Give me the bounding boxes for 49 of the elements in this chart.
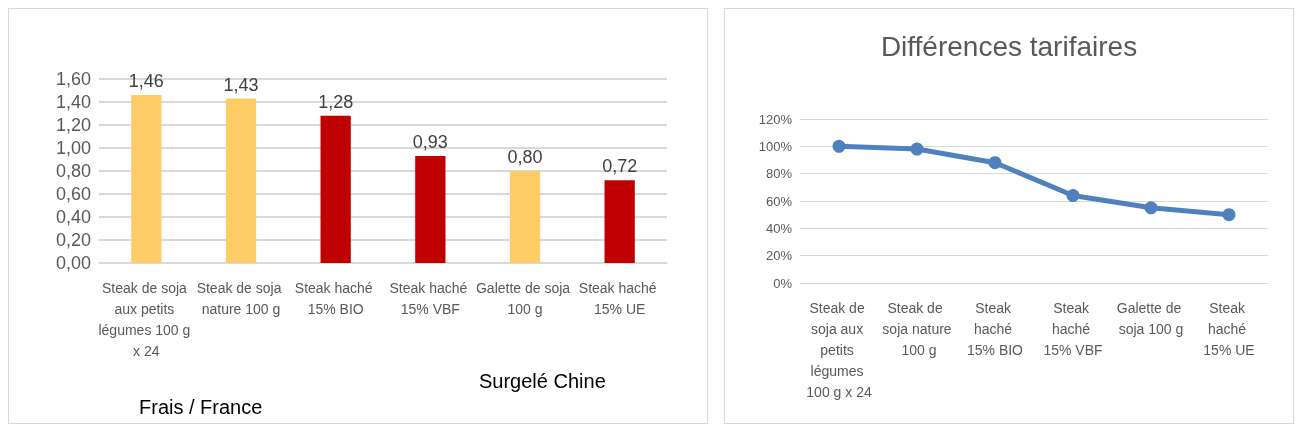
data-label: 0,80 xyxy=(507,147,543,167)
data-label: 1,28 xyxy=(318,91,354,112)
y-tick-label: 0,40 xyxy=(55,207,91,227)
y-tick-label: 100% xyxy=(758,138,793,154)
data-label: 1,43 xyxy=(223,74,259,95)
y-tick-label: 40% xyxy=(765,220,793,236)
point xyxy=(1066,189,1080,203)
point xyxy=(910,142,924,156)
y-tick-label: 120% xyxy=(758,111,793,127)
bar xyxy=(604,180,635,263)
point xyxy=(988,156,1002,170)
chart-title: Différences tarifaires xyxy=(880,30,1138,62)
y-tick-label: 80% xyxy=(765,166,793,182)
bar xyxy=(320,115,351,263)
y-tick-label: 1,40 xyxy=(55,92,91,112)
point xyxy=(1222,208,1236,222)
y-tick-label: 1,20 xyxy=(55,115,91,135)
x-tick-label: Steak de soja aux petits légumes 100 g x 24 xyxy=(98,279,195,359)
point xyxy=(1144,201,1158,215)
y-tick-label: 20% xyxy=(765,248,793,264)
x-tick-label: Steak haché 15% BIO xyxy=(294,279,377,317)
data-label: 0,72 xyxy=(602,156,638,177)
x-tick-label: Steak haché 15% UE xyxy=(578,279,661,317)
x-tick-label: Steak de soja nature 100 g xyxy=(882,299,952,358)
bar xyxy=(131,95,162,263)
x-tick-label: Steak haché 15% BIO xyxy=(966,299,1024,358)
y-tick-label: 60% xyxy=(765,193,793,209)
y-tick-label: 0% xyxy=(773,275,793,291)
x-tick-label: Galette de soja 100 g xyxy=(475,279,575,317)
x-tick-label: Galette de soja 100 g xyxy=(1116,299,1186,337)
y-tick-label: 1,60 xyxy=(55,69,91,89)
x-tick-label: Steak haché 15% UE xyxy=(1203,299,1255,358)
y-tick-label: 0,00 xyxy=(55,253,91,273)
y-tick-label: 0,20 xyxy=(55,230,91,250)
x-tick-label: Steak haché 15% VBF xyxy=(1043,299,1103,358)
bar xyxy=(509,171,541,263)
point xyxy=(832,139,846,153)
text: Frais / France xyxy=(139,396,263,418)
x-tick-label: Steak haché 15% VBF xyxy=(389,279,472,317)
y-tick-label: 0,80 xyxy=(55,161,91,181)
bar xyxy=(225,98,257,263)
bar xyxy=(415,156,446,263)
y-tick-label: 1,00 xyxy=(55,138,91,158)
x-tick-label: Steak de soja aux petits légumes 100 g x 24 xyxy=(806,299,872,400)
data-label: 0,93 xyxy=(412,132,448,153)
x-tick-label: Steak de soja nature 100 g xyxy=(196,279,286,317)
y-tick-label: 0,60 xyxy=(55,184,91,204)
data-label: 1,46 xyxy=(128,71,164,92)
text: Surgelé Chine xyxy=(479,370,606,392)
